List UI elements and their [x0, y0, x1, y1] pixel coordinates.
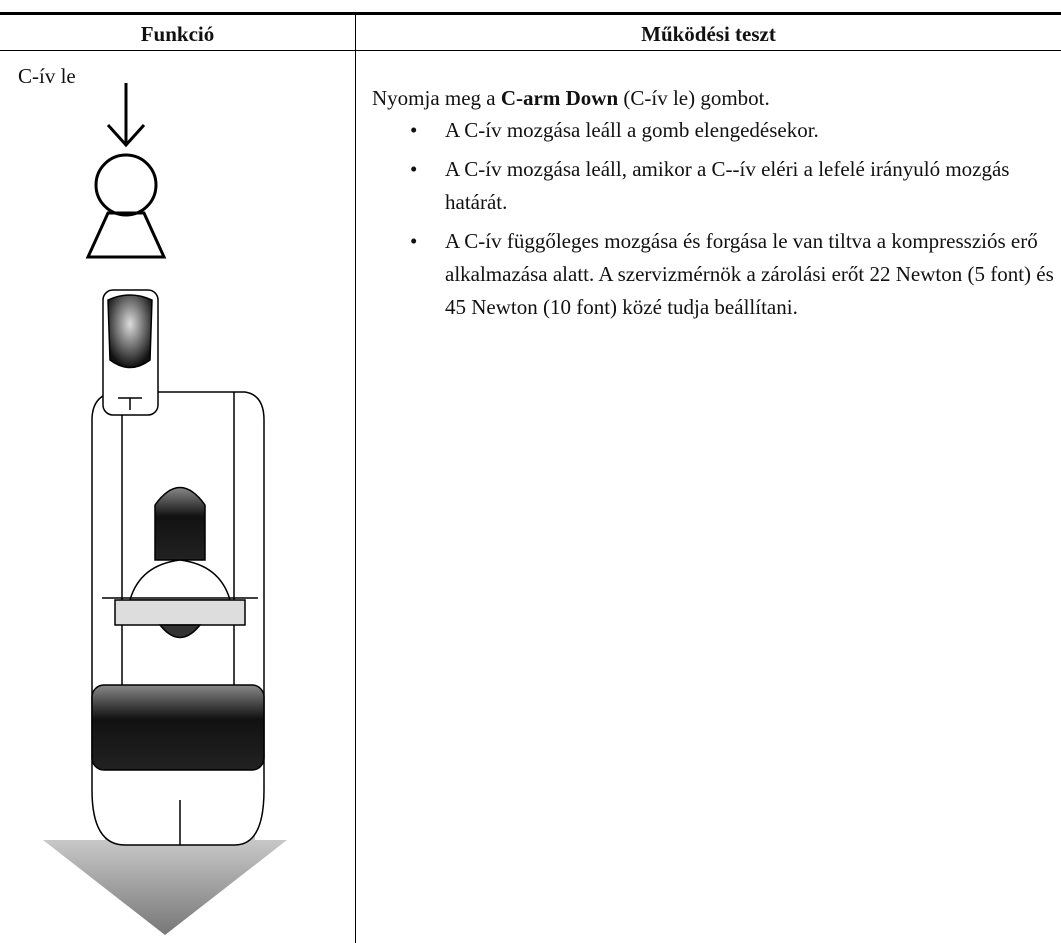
top-rule: [0, 12, 1061, 15]
header-cell: Funkció: [140, 22, 215, 46]
header-cell: Működési teszt: [641, 22, 776, 46]
function-cell: C-ív le: [18, 64, 76, 88]
instruction: Nyomja meg a C-arm Down (C-ív le) gombot…: [372, 85, 770, 111]
bullet-list: A C-ív mozgása leáll a gomb elengedéseko…: [410, 114, 1055, 330]
column-divider: [355, 12, 356, 943]
text: (C-ív le) gombot.: [618, 86, 770, 110]
bullet-item: A C-ív mozgása leáll, amikor a C--ív elé…: [410, 153, 1055, 219]
text: Nyomja meg a: [372, 86, 501, 110]
illustration: [43, 83, 287, 935]
button-name: C-arm Down: [500, 86, 619, 110]
bullet-item: A C-ív függőleges mozgása és forgása le …: [410, 225, 1055, 324]
header-rule: [0, 50, 1061, 51]
bullet-item: A C-ív mozgása leáll a gomb elengedéseko…: [410, 114, 1055, 147]
